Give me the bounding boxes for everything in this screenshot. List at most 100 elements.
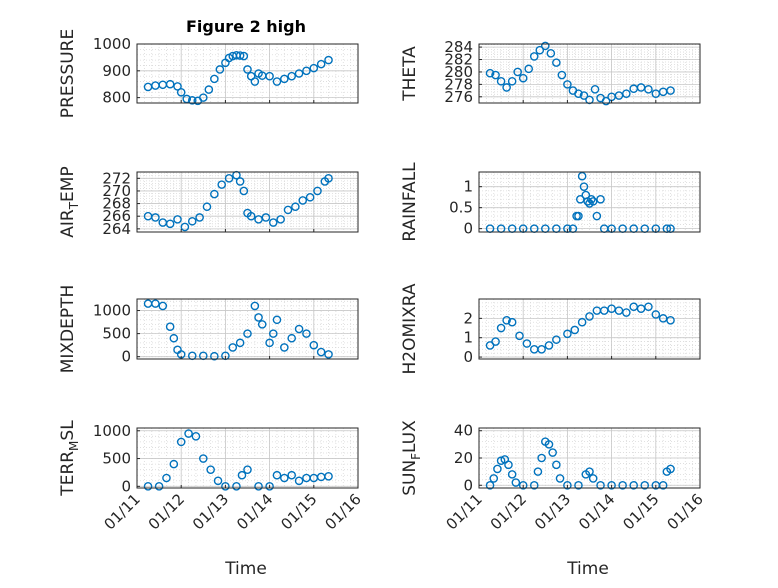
data-point	[507, 470, 517, 479]
panel-h2omixra: 01 2 H2OMIXRA	[400, 283, 701, 375]
data-point	[324, 55, 333, 65]
y-tick-label: 0	[463, 220, 473, 238]
data-point	[316, 59, 326, 69]
data-point	[666, 315, 675, 325]
data-point	[176, 87, 186, 97]
data-point	[198, 454, 208, 463]
data-point	[309, 340, 319, 350]
data-point	[485, 480, 495, 490]
data-point	[574, 480, 583, 490]
data-point	[173, 215, 182, 224]
y-tick-label: 1000	[93, 422, 131, 440]
data-point	[239, 186, 249, 196]
panel-mixdepth: 0 500 1000 MIXDEPTH	[58, 285, 359, 374]
data-point	[280, 473, 289, 483]
y-axis-label: SUNFLUX	[400, 420, 423, 496]
data-point	[287, 333, 297, 343]
data-point	[287, 470, 297, 480]
data-point	[302, 66, 311, 76]
data-point	[217, 180, 227, 189]
data-point	[491, 337, 500, 346]
data-point	[204, 85, 214, 94]
data-point	[173, 82, 182, 91]
data-point	[644, 302, 653, 312]
y-tick-label: 1000	[93, 35, 131, 53]
axes-box	[136, 427, 359, 489]
y-tick-label: 0	[463, 348, 473, 366]
data-point	[243, 465, 252, 474]
y-axis-label: H2OMIXRA	[400, 283, 420, 374]
data-point	[213, 476, 223, 486]
y-tick-label: 500	[102, 450, 131, 468]
data-point	[154, 482, 164, 491]
data-point	[590, 85, 600, 94]
y-tick-label: 500	[102, 325, 131, 343]
figure-title: Figure 2 high	[186, 17, 306, 36]
y-tick-label: 278	[444, 75, 473, 93]
y-tick-label: 280	[444, 63, 473, 81]
data-point	[239, 51, 249, 61]
axes-box	[136, 298, 359, 360]
data-point	[658, 480, 668, 490]
x-axis-label-left: Time	[224, 559, 267, 579]
data-point	[221, 482, 230, 491]
data-point	[579, 91, 589, 100]
data-point	[651, 310, 661, 319]
y-tick-label: 272	[102, 169, 131, 187]
data-point	[265, 482, 274, 491]
y-axis-label: TERRMSL	[58, 420, 81, 497]
y-axis-label: THETA	[400, 46, 420, 102]
data-point	[644, 85, 653, 94]
data-point	[232, 482, 241, 491]
data-point	[577, 171, 587, 181]
data-point	[552, 58, 561, 67]
data-point	[169, 459, 179, 469]
data-point	[198, 93, 208, 102]
data-point	[555, 474, 565, 483]
data-point	[324, 350, 333, 359]
data-point	[587, 194, 596, 204]
data-point	[294, 324, 304, 334]
data-point	[151, 213, 160, 222]
data-point	[518, 73, 528, 83]
data-point	[666, 86, 675, 95]
data-point	[287, 71, 297, 81]
data-point	[548, 448, 557, 457]
data-point	[309, 63, 319, 73]
data-point	[210, 351, 219, 361]
data-point	[313, 186, 322, 196]
data-point	[151, 299, 160, 308]
data-point	[585, 467, 594, 476]
data-point	[165, 219, 175, 229]
data-point	[607, 480, 616, 490]
y-tick-label: 800	[102, 89, 131, 107]
data-point	[496, 323, 506, 333]
data-point	[504, 460, 513, 470]
y-tick-label: 282	[444, 51, 473, 69]
data-point	[537, 453, 546, 463]
y-tick-label: 900	[102, 62, 131, 80]
data-point	[187, 216, 197, 226]
data-point	[563, 329, 572, 339]
data-point	[618, 480, 627, 490]
data-point	[601, 96, 611, 106]
y-tick-label: 0	[463, 476, 473, 494]
y-axis-label: MIXDEPTH	[58, 285, 78, 374]
data-point	[541, 41, 550, 51]
data-point	[184, 429, 193, 438]
axes-box	[478, 43, 701, 104]
y-tick-label: 0.5	[449, 199, 473, 217]
data-point	[518, 480, 528, 490]
data-point	[206, 465, 215, 474]
data-point	[302, 329, 311, 338]
data-point	[324, 174, 333, 183]
data-point	[622, 308, 631, 317]
data-point	[158, 301, 168, 311]
data-point	[162, 473, 171, 483]
data-point	[195, 213, 204, 222]
data-point	[544, 341, 554, 350]
data-point	[552, 335, 561, 344]
axes-box	[136, 43, 359, 104]
